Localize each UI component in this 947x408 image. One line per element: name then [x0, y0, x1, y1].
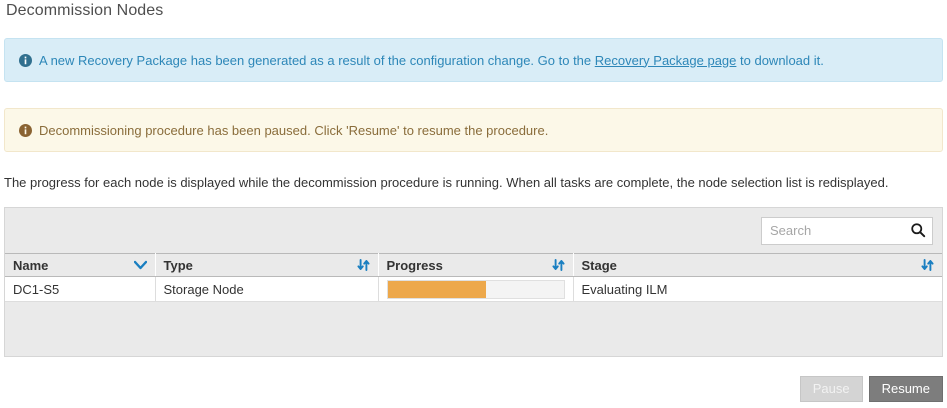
column-header-name[interactable]: Name — [5, 253, 156, 277]
progress-bar-fill — [387, 280, 487, 298]
progress-bar — [386, 279, 565, 299]
info-banner-text-after-link: to download it. — [736, 52, 824, 68]
column-header-type-label: Type — [163, 257, 193, 273]
sort-updown-icon[interactable] — [551, 259, 565, 271]
sort-updown-icon[interactable] — [921, 259, 934, 271]
recovery-package-page-link[interactable]: Recovery Package page — [594, 52, 737, 68]
table-row[interactable]: DC1-S5 Storage Node Evaluating ILM — [5, 276, 942, 302]
info-banner-text-before-link: A new Recovery Package has been generate… — [39, 52, 595, 68]
column-header-stage[interactable]: Stage — [573, 253, 942, 277]
column-header-progress-label: Progress — [386, 257, 443, 273]
cell-node-name: DC1-S5 — [5, 276, 156, 302]
info-circle-icon — [19, 123, 32, 137]
info-circle-icon — [19, 53, 32, 67]
cell-node-progress — [378, 276, 574, 302]
search-box[interactable] — [761, 216, 933, 245]
page-title: Decommission Nodes — [6, 2, 164, 19]
footer-actions: Pause Resume — [799, 376, 943, 402]
pause-button[interactable]: Pause — [799, 376, 863, 402]
table-header-row: Name Type — [5, 253, 942, 277]
column-header-type[interactable]: Type — [155, 253, 379, 277]
resume-button[interactable]: Resume — [868, 376, 943, 402]
nodes-table: Name Type — [5, 253, 942, 302]
cell-node-stage: Evaluating ILM — [573, 276, 942, 302]
recovery-package-info-banner: A new Recovery Package has been generate… — [4, 38, 943, 82]
warning-banner-text: Decommissioning procedure has been pause… — [39, 122, 549, 138]
chevron-down-icon[interactable] — [133, 260, 147, 270]
table-toolbar — [5, 208, 942, 253]
procedure-description: The progress for each node is displayed … — [4, 175, 889, 190]
cell-node-type: Storage Node — [155, 276, 379, 302]
sort-updown-icon[interactable] — [356, 259, 370, 271]
column-header-stage-label: Stage — [581, 257, 617, 273]
info-banner-text: A new Recovery Package has been generate… — [39, 52, 824, 69]
procedure-paused-warning-banner: Decommissioning procedure has been pause… — [4, 108, 943, 152]
nodes-table-panel: Name Type — [4, 207, 943, 357]
column-header-progress[interactable]: Progress — [378, 253, 574, 277]
column-header-name-label: Name — [13, 257, 49, 273]
search-input[interactable] — [762, 217, 932, 244]
